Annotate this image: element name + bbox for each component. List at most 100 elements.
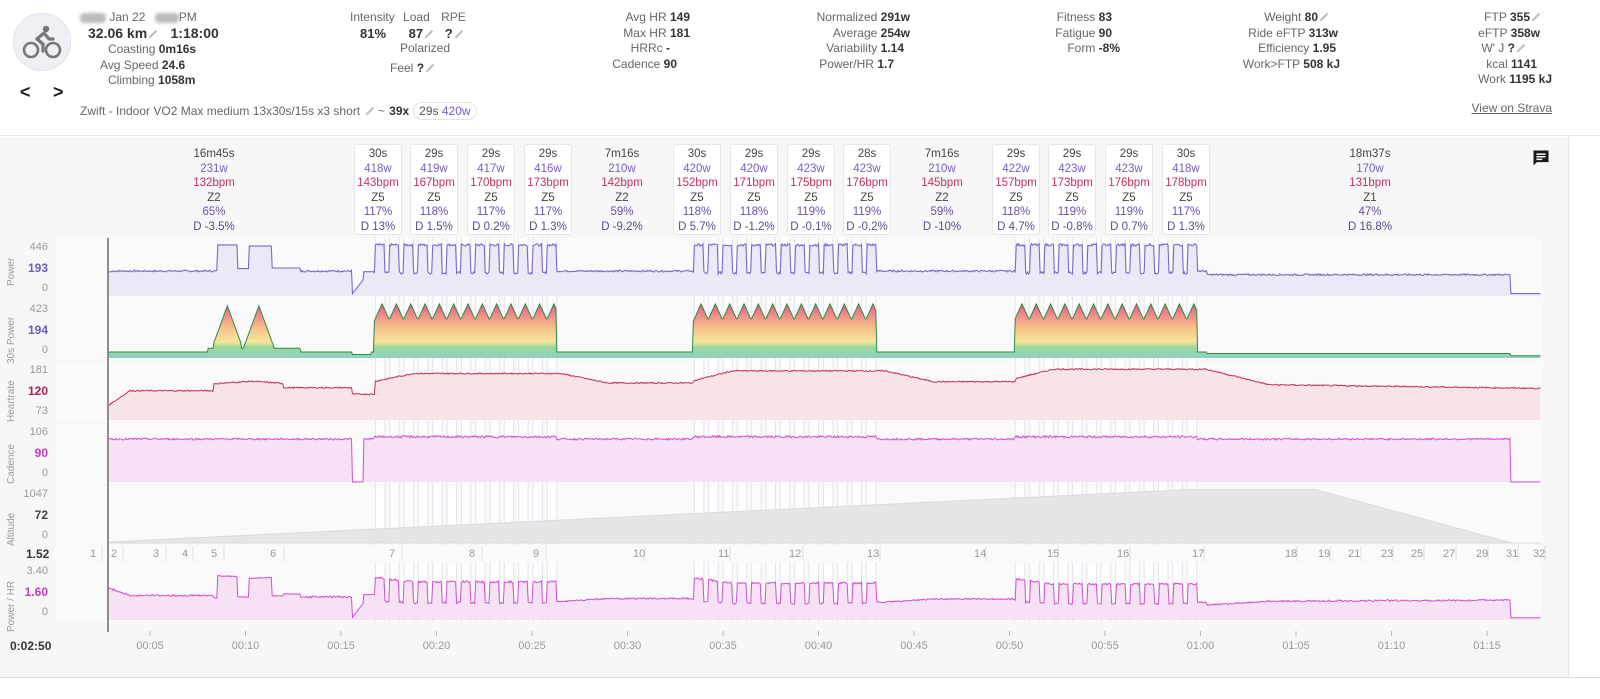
comment-icon[interactable] bbox=[1531, 148, 1551, 168]
interval-hr: 176bpm bbox=[1108, 177, 1150, 190]
stat-label: Fitness bbox=[1056, 10, 1096, 24]
interval-card[interactable]: 30s 420w 152bpm Z5 118% D 5.7% bbox=[673, 144, 721, 235]
time-tick-label: 00:20 bbox=[422, 640, 451, 652]
interval-card[interactable]: 29s 423w 175bpm Z5 119% D -0.1% bbox=[787, 144, 835, 235]
lap-label[interactable]: 5 bbox=[211, 548, 218, 560]
lap-label[interactable]: 23 bbox=[1381, 548, 1394, 560]
power-tick-mid: 193 bbox=[27, 261, 48, 275]
heartrate-area bbox=[108, 368, 1541, 420]
lap-label[interactable]: 18 bbox=[1285, 548, 1298, 560]
interval-highlight-band bbox=[461, 238, 471, 622]
lap-label[interactable]: 3 bbox=[153, 548, 160, 560]
lap-label[interactable]: 31 bbox=[1506, 548, 1519, 560]
activity-name[interactable]: Zwift - Indoor VO2 Max medium 13x30s/15s… bbox=[80, 104, 361, 118]
lap-label[interactable]: 29 bbox=[1476, 548, 1489, 560]
next-activity-button[interactable]: > bbox=[53, 82, 64, 102]
lap-label[interactable]: 25 bbox=[1411, 548, 1424, 560]
lap-label[interactable]: 21 bbox=[1348, 548, 1361, 560]
interval-card[interactable]: 16m45s 231w 132bpm Z2 65% D -3.5% bbox=[139, 144, 289, 235]
interval-highlight-band bbox=[1115, 238, 1126, 622]
lap-label[interactable]: 11 bbox=[718, 548, 730, 560]
climbing-row: Climbing 1058m bbox=[108, 73, 215, 89]
lap-label[interactable]: 17 bbox=[1192, 548, 1205, 560]
previous-activity-button[interactable]: < bbox=[20, 82, 31, 102]
interval-percent-ftp: 118% bbox=[1001, 206, 1031, 219]
lap-label[interactable]: 9 bbox=[533, 548, 540, 560]
lap-label[interactable]: 14 bbox=[974, 548, 987, 560]
interval-card[interactable]: 29s 417w 170bpm Z5 117% D 0.2% bbox=[467, 144, 515, 235]
lap-label[interactable]: 10 bbox=[633, 548, 646, 560]
interval-card[interactable]: 30s 418w 143bpm Z5 117% D 13% bbox=[354, 144, 402, 235]
lap-label[interactable]: 15 bbox=[1047, 548, 1060, 560]
stat-value: 358w bbox=[1510, 25, 1540, 40]
interval-summary-chip: 29s 420w bbox=[413, 102, 477, 120]
interval-card[interactable]: 29s 423w 173bpm Z5 119% D -0.8% bbox=[1048, 144, 1096, 235]
interval-highlight-band bbox=[418, 238, 428, 622]
stat-label: Efficiency bbox=[1258, 41, 1310, 55]
lap-label[interactable]: 13 bbox=[867, 548, 880, 560]
interval-hr: 175bpm bbox=[790, 177, 832, 190]
interval-power: 419w bbox=[420, 162, 448, 175]
interval-highlight-band bbox=[851, 238, 862, 622]
interval-card[interactable]: 7m16s 210w 145bpm Z2 59% D -10% bbox=[900, 144, 984, 235]
intensity-headers: Intensity Load RPE bbox=[350, 10, 470, 26]
altitude-tick-mid: 72 bbox=[34, 508, 48, 522]
lap-label[interactable]: 27 bbox=[1443, 548, 1456, 560]
interval-highlight-band bbox=[547, 238, 557, 622]
power-stats: Normalized 291w Average 254w Variability… bbox=[780, 10, 910, 72]
interval-power: 210w bbox=[608, 162, 636, 175]
lap-label[interactable]: 7 bbox=[389, 548, 396, 560]
power-tick-min: 0 bbox=[41, 282, 48, 294]
ftp-stat: kcal 1141 bbox=[1440, 57, 1552, 73]
interval-duration: 30s bbox=[1176, 148, 1196, 160]
lap-label[interactable]: 4 bbox=[182, 548, 189, 560]
scrollbar-gutter[interactable] bbox=[1568, 137, 1600, 677]
interval-card[interactable]: 29s 416w 173bpm Z5 117% D 1.3% bbox=[524, 144, 572, 235]
view-on-strava-link[interactable]: View on Strava bbox=[1471, 101, 1553, 115]
time-tick-label: 00:55 bbox=[1091, 640, 1119, 652]
stat-value: 1141 bbox=[1510, 56, 1537, 71]
interval-card[interactable]: 29s 423w 176bpm Z5 119% D 0.7% bbox=[1105, 144, 1153, 235]
interval-highlight-band bbox=[1158, 238, 1169, 622]
interval-decoupling: D -1.2% bbox=[733, 220, 775, 233]
lap-label[interactable]: 16 bbox=[1117, 548, 1130, 560]
interval-card[interactable]: 29s 419w 167bpm Z5 118% D 1.5% bbox=[410, 144, 458, 235]
lap-label[interactable]: 1 bbox=[90, 548, 97, 560]
powerhr-tick-max: 3.40 bbox=[26, 565, 48, 577]
interval-card[interactable]: 29s 420w 171bpm Z5 118% D -1.2% bbox=[730, 144, 778, 235]
powerhr-area bbox=[108, 575, 1541, 620]
load-value: 87 bbox=[408, 25, 424, 41]
interval-card[interactable]: 29s 422w 157bpm Z5 118% D 4.7% bbox=[992, 144, 1040, 235]
lap-label[interactable]: 19 bbox=[1318, 548, 1331, 560]
interval-highlight-band bbox=[765, 238, 776, 622]
cadence-tick-mid: 90 bbox=[34, 446, 48, 460]
hr-tick-max: 181 bbox=[29, 364, 48, 376]
interval-duration: 16m45s bbox=[193, 148, 235, 160]
interval-hr: 173bpm bbox=[527, 177, 569, 190]
lap-label[interactable]: 2 bbox=[111, 548, 118, 560]
interval-card[interactable]: 18m37s 170w 131bpm Z1 47% D 16.8% bbox=[1290, 144, 1450, 235]
duration-value: 1:18:00 bbox=[170, 24, 219, 41]
interval-highlight-band bbox=[375, 238, 385, 622]
interval-count: 39x bbox=[389, 104, 410, 118]
stat-value: 181 bbox=[669, 25, 690, 40]
interval-card[interactable]: 28s 423w 176bpm Z5 119% D -0.2% bbox=[843, 144, 891, 235]
interval-zone: Z2 bbox=[207, 191, 221, 204]
lap-label[interactable]: 6 bbox=[270, 548, 277, 560]
lap-label[interactable]: 32 bbox=[1533, 548, 1546, 560]
stat-label: kcal bbox=[1486, 56, 1508, 71]
time-tick-label: 00:30 bbox=[613, 640, 642, 652]
interval-card[interactable]: 30s 418w 178bpm Z5 117% D 1.3% bbox=[1162, 144, 1210, 235]
interval-decoupling: D 13% bbox=[360, 220, 396, 233]
lap-label[interactable]: 12 bbox=[789, 548, 802, 560]
ftp-stat: W' J ? bbox=[1440, 41, 1552, 57]
interval-zone: Z5 bbox=[541, 191, 555, 204]
interval-card[interactable]: 7m16s 210w 142bpm Z2 59% D -9.2% bbox=[580, 144, 664, 235]
interval-hr: 173bpm bbox=[1051, 177, 1093, 190]
lap-label[interactable]: 8 bbox=[469, 548, 476, 560]
interval-zone: Z5 bbox=[427, 191, 441, 204]
interval-hr: 132bpm bbox=[193, 177, 235, 190]
stat-value: 1195 kJ bbox=[1509, 72, 1552, 86]
fitness-stat: Fatigue 90 bbox=[1040, 26, 1120, 42]
